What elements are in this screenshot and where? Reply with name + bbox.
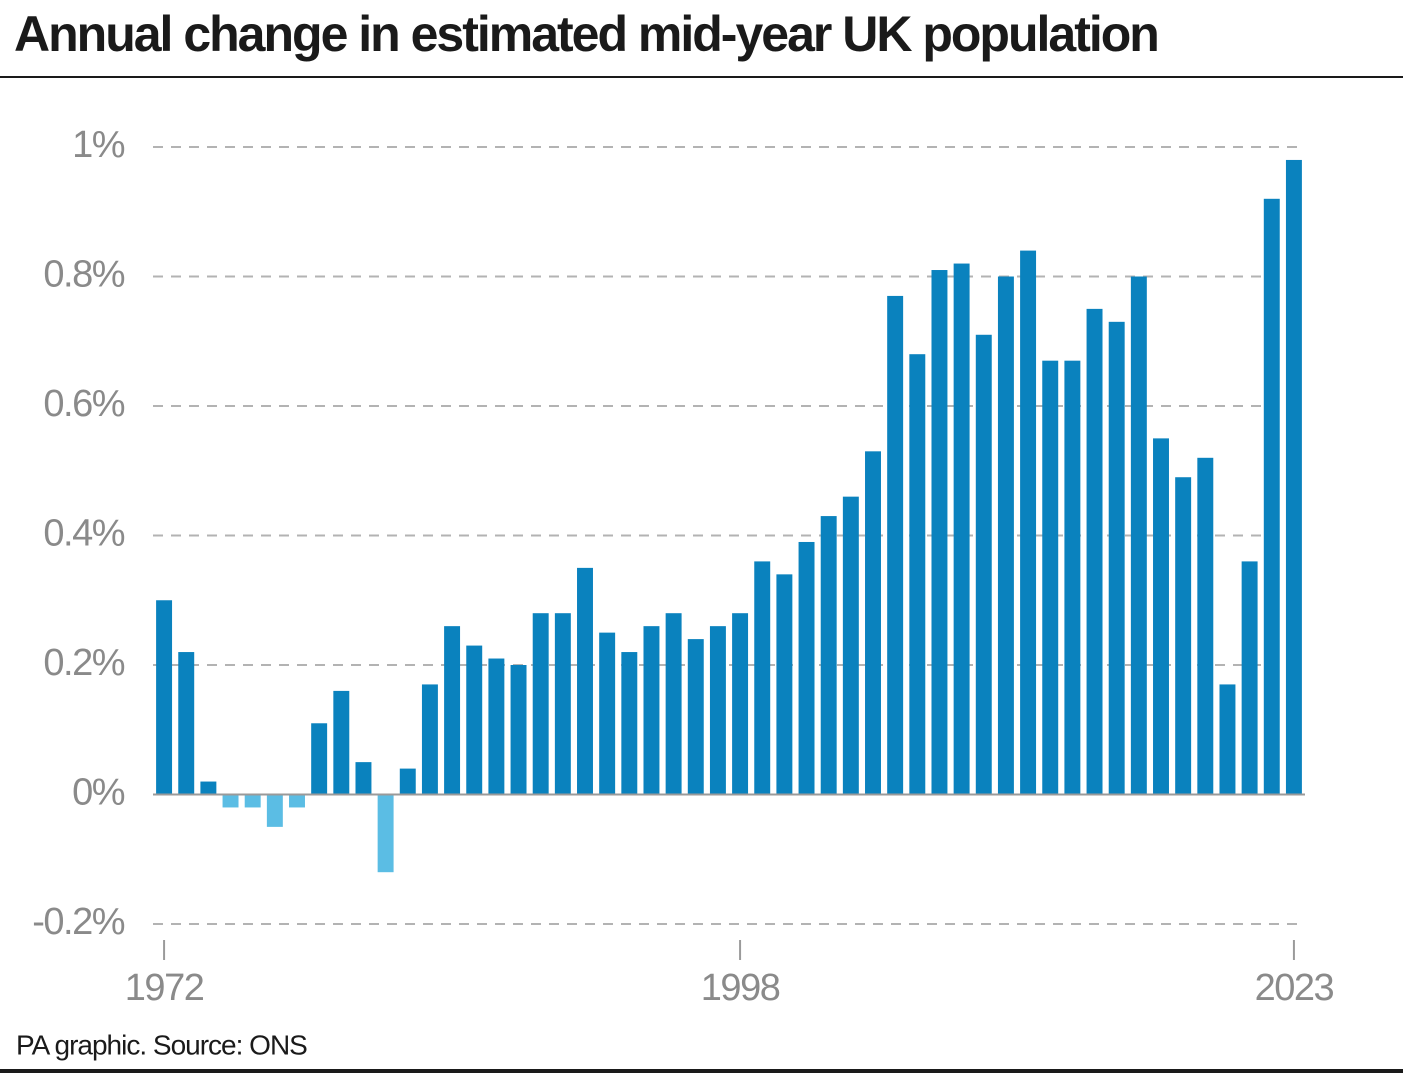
bar: [488, 658, 505, 795]
bar: [333, 690, 350, 795]
bar: [1175, 477, 1192, 795]
bar: [1285, 159, 1302, 795]
bar: [532, 613, 549, 795]
bar: [266, 794, 283, 827]
bar: [1153, 438, 1169, 795]
bar: [1263, 198, 1280, 795]
bar: [599, 632, 616, 795]
bar: [820, 516, 837, 795]
bar: [510, 665, 527, 795]
bar: [1241, 561, 1258, 795]
bar: [289, 794, 305, 808]
bar: [1086, 308, 1103, 795]
y-tick-label: 0%: [72, 772, 125, 814]
bar: [466, 645, 483, 795]
bar: [975, 334, 992, 795]
x-tick-label: 1998: [701, 967, 780, 1009]
bar: [1130, 276, 1147, 795]
x-tick-label: 2023: [1255, 967, 1334, 1009]
bar: [776, 574, 793, 795]
bar: [444, 626, 461, 795]
bar: [931, 270, 948, 795]
bar: [798, 541, 815, 795]
x-tick-label: 1972: [125, 967, 204, 1009]
y-tick-label: 1%: [72, 124, 125, 166]
bar: [156, 600, 173, 795]
bar: [665, 613, 682, 795]
bar: [399, 768, 416, 795]
bar: [1108, 321, 1125, 795]
bar: [311, 723, 328, 795]
bar: [1042, 360, 1059, 795]
bar: [200, 781, 217, 795]
bar: [1064, 360, 1081, 795]
bar: [421, 684, 438, 795]
bar: [887, 295, 904, 795]
bar: [178, 652, 195, 795]
bar: [577, 567, 593, 795]
bar: [732, 613, 749, 795]
source: PA graphic. Source: ONS: [16, 1029, 307, 1060]
bar: [997, 276, 1014, 795]
bar: [842, 496, 859, 795]
bar: [754, 561, 771, 795]
bar: [1020, 250, 1037, 795]
chart-title: Annual change in estimated mid-year UK p…: [14, 6, 1158, 62]
y-tick-label: 0.2%: [43, 642, 124, 684]
bar: [1197, 457, 1214, 795]
bar: [687, 639, 704, 795]
bar: [377, 794, 394, 873]
bar: [953, 263, 970, 795]
bar: [909, 354, 926, 795]
y-tick-label: 0.6%: [43, 383, 124, 425]
y-tick-label: -0.2%: [32, 901, 124, 943]
bar: [222, 794, 239, 808]
y-tick-label: 0.4%: [43, 513, 124, 555]
bar: [355, 762, 372, 795]
bar: [865, 451, 881, 795]
y-tick-label: 0.8%: [43, 254, 124, 296]
bar: [709, 626, 726, 795]
bar: [1219, 684, 1236, 795]
bar: [643, 626, 660, 795]
bar: [621, 652, 638, 795]
bar: [244, 794, 261, 808]
bar: [554, 613, 571, 795]
